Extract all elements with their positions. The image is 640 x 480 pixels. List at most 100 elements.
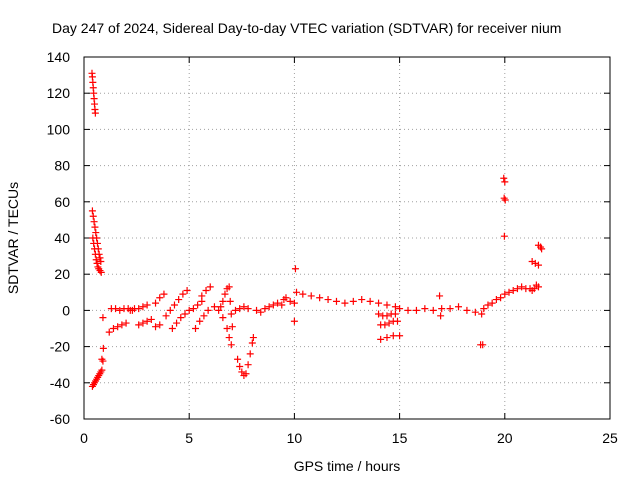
data-point	[391, 310, 399, 318]
data-point	[389, 332, 397, 340]
data-point	[518, 283, 526, 291]
data-point	[181, 310, 189, 318]
data-point	[135, 305, 143, 313]
data-point	[253, 306, 261, 314]
data-point	[89, 234, 97, 242]
data-point	[227, 341, 235, 349]
data-point	[282, 294, 290, 302]
data-point	[93, 259, 101, 267]
data-point	[393, 317, 401, 325]
data-point	[177, 314, 185, 322]
data-point	[249, 334, 257, 342]
data-point	[221, 290, 229, 298]
data-point	[112, 305, 120, 313]
data-point	[223, 325, 231, 332]
y-tick-label: 20	[54, 266, 70, 282]
data-point	[168, 325, 176, 332]
x-tick-label: 5	[185, 430, 193, 446]
data-point	[471, 308, 479, 316]
data-point	[438, 305, 446, 313]
data-point	[152, 323, 160, 331]
data-point	[89, 212, 97, 220]
data-point	[90, 218, 98, 226]
data-point	[381, 321, 389, 329]
data-point	[90, 239, 98, 247]
data-point	[246, 350, 254, 358]
data-point	[244, 361, 252, 369]
data-point	[404, 306, 412, 314]
y-tick-label: -60	[50, 411, 70, 427]
data-point	[91, 250, 99, 258]
data-point	[421, 305, 429, 313]
data-point	[135, 321, 143, 329]
data-point	[215, 306, 223, 314]
data-point	[143, 317, 151, 325]
y-tick-label: 0	[62, 302, 70, 318]
data-point	[226, 297, 234, 305]
data-point	[97, 258, 105, 266]
data-point	[383, 312, 391, 320]
data-point	[202, 286, 210, 294]
data-point	[175, 296, 183, 304]
data-point	[500, 232, 508, 240]
data-point	[114, 323, 122, 331]
data-point	[236, 305, 244, 313]
data-point	[196, 317, 204, 325]
data-point	[185, 306, 193, 314]
data-point	[248, 339, 256, 347]
data-point	[265, 303, 273, 311]
data-point	[480, 305, 488, 313]
data-point	[332, 297, 340, 305]
y-tick-label: 60	[54, 194, 70, 210]
data-point	[479, 341, 487, 349]
data-point	[192, 325, 200, 332]
data-point	[217, 303, 225, 311]
data-point	[436, 292, 444, 300]
data-point	[316, 294, 324, 302]
data-point	[126, 306, 134, 314]
y-axis-label: SDTVAR / TECUs	[5, 182, 21, 294]
data-point	[156, 321, 164, 329]
data-point	[99, 357, 107, 365]
data-point	[183, 286, 191, 294]
data-point	[242, 370, 250, 378]
data-point	[147, 315, 155, 323]
data-point	[429, 306, 437, 314]
data-point	[198, 292, 206, 300]
data-point	[478, 310, 486, 318]
data-point	[299, 290, 307, 298]
data-point	[500, 174, 508, 182]
data-point	[98, 366, 106, 374]
data-point	[219, 297, 227, 305]
data-point	[290, 299, 298, 307]
data-point	[391, 303, 399, 311]
data-point	[179, 290, 187, 298]
data-point	[509, 286, 517, 294]
y-tick-label: -40	[50, 375, 70, 391]
y-tick-label: 120	[47, 85, 71, 101]
data-point	[225, 283, 233, 291]
data-point	[497, 294, 505, 302]
data-point	[200, 312, 208, 320]
data-point	[501, 196, 509, 204]
data-point	[240, 303, 248, 311]
data-point	[488, 299, 496, 307]
data-point	[99, 314, 107, 322]
data-point	[455, 303, 463, 311]
data-point	[307, 292, 315, 300]
data-point	[484, 301, 492, 309]
data-point	[501, 178, 509, 186]
data-point	[290, 317, 298, 325]
data-point	[505, 288, 513, 296]
chart-title: Day 247 of 2024, Sidereal Day-to-day VTE…	[52, 20, 561, 36]
data-point	[173, 319, 181, 327]
y-tick-label: 80	[54, 158, 70, 174]
data-point	[500, 194, 508, 202]
data-point	[206, 283, 214, 291]
data-point	[501, 290, 509, 298]
data-point	[204, 306, 212, 314]
data-point	[91, 245, 99, 253]
data-point	[291, 265, 299, 273]
data-point	[463, 306, 471, 314]
